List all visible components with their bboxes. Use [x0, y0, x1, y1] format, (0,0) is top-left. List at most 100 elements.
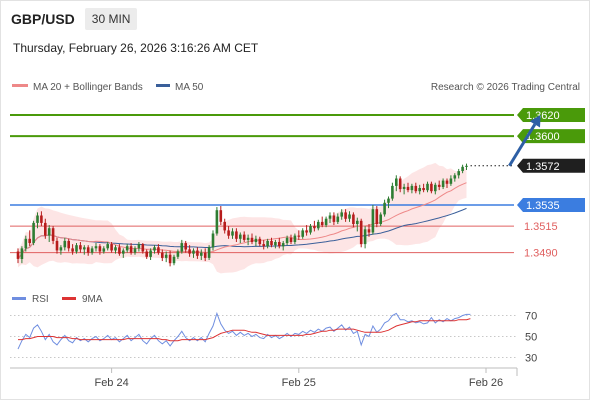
candle-body [161, 252, 164, 258]
candle-body [441, 180, 445, 187]
candle-body [371, 209, 375, 233]
candle-body [344, 212, 347, 219]
candle-body [418, 188, 421, 192]
candle-body [235, 231, 238, 239]
candle-body [426, 183, 429, 191]
time-axis: Feb 24 Feb 25 Feb 26 [94, 368, 503, 389]
candle-body [270, 240, 273, 246]
candle-body [67, 240, 70, 249]
candle-body [106, 244, 109, 249]
candle-body [375, 209, 379, 224]
candle-body [239, 234, 242, 239]
candle-body [192, 250, 195, 254]
candle-body [281, 243, 285, 247]
candle-body [398, 178, 402, 190]
candle-body [227, 230, 230, 236]
candle-body [437, 184, 441, 187]
candle-body [47, 228, 51, 236]
rsi-line [17, 311, 471, 350]
instrument-symbol: GBP/USD [11, 11, 75, 27]
rsi-tick-label-70: 70 [525, 311, 537, 323]
candle-body [223, 221, 226, 231]
candle-body [317, 221, 320, 229]
level-label-1.3535: 1.3535 [526, 200, 560, 212]
rsi-ma-swatch [62, 297, 76, 300]
candle-body [141, 244, 145, 252]
candle-body [391, 185, 394, 199]
forecast-arrow-shaft [508, 123, 537, 167]
candle-body [449, 178, 453, 184]
candle-body [348, 214, 351, 219]
candle-body [86, 247, 90, 253]
candle-body [313, 226, 316, 229]
candle-body [36, 215, 39, 223]
level-label-1.3572: 1.3572 [526, 161, 560, 173]
candle-body [465, 165, 468, 167]
candle-body [231, 231, 234, 236]
ma20-legend-label: MA 20 + Bollinger Bands [33, 82, 143, 93]
candle-body [200, 252, 203, 256]
bollinger-band-area [18, 162, 467, 274]
candle-body [301, 230, 304, 237]
candle-body [352, 214, 355, 224]
candle-body [328, 215, 332, 219]
candle-body [266, 240, 269, 247]
candle-body [207, 247, 211, 258]
candle-body [387, 198, 390, 203]
candle-body [293, 235, 297, 242]
candle-body [110, 244, 113, 251]
candle-body [305, 230, 308, 233]
candle-body [145, 251, 148, 257]
price-plot: 1.3620 1.3600 1.3572 1.3535 1.3515 1.3490 [10, 107, 585, 274]
candle-body [367, 229, 371, 233]
ma50-swatch [156, 84, 170, 87]
rsi-tick-label-50: 50 [525, 332, 537, 344]
candle-body [90, 248, 94, 253]
candle-body [406, 186, 410, 191]
candle-body [32, 222, 35, 243]
candle-body [51, 228, 55, 241]
candle-body [28, 238, 31, 243]
candle-body [320, 221, 324, 226]
candle-body [79, 245, 82, 250]
level-label-1.3490: 1.3490 [524, 248, 558, 260]
candle-body [94, 246, 98, 249]
candle-body [410, 185, 414, 191]
candle-body [172, 256, 176, 264]
level-tag-1.3620 [517, 107, 585, 122]
level-tag-1.3600 [517, 129, 585, 144]
chart-timestamp: Thursday, February 26, 2026 3:16:26 AM C… [13, 41, 259, 55]
candle-body [157, 247, 160, 253]
candle-body [168, 254, 172, 264]
candle-body [402, 186, 406, 189]
candle-body [359, 220, 363, 245]
candle-body [309, 226, 312, 233]
candle-body [422, 188, 425, 191]
ma20-swatch [12, 84, 28, 87]
candle-body [129, 246, 133, 253]
timeframe-chip[interactable]: 30 MIN [84, 8, 138, 30]
candle-body [153, 247, 156, 251]
rsi-ma-legend-label: 9MA [82, 294, 103, 305]
candle-body [336, 216, 340, 222]
candle-body [356, 220, 359, 224]
chart-header: GBP/USD 30 MIN [11, 7, 138, 31]
candle-body [324, 218, 328, 226]
ma50-legend-label: MA 50 [175, 82, 204, 93]
candle-body [125, 246, 129, 251]
rsi-swatch [12, 297, 26, 300]
candle-body [430, 183, 433, 192]
candle-body [250, 237, 254, 242]
candle-body [242, 234, 246, 240]
time-tick-label: Feb 26 [469, 377, 503, 389]
level-label-1.3515: 1.3515 [524, 221, 558, 233]
level-label-1.3600: 1.3600 [526, 131, 560, 143]
candle-body [203, 252, 207, 258]
level-tag-1.3535 [517, 197, 585, 212]
level-label-1.3620: 1.3620 [526, 110, 560, 122]
candle-body [122, 250, 125, 254]
candle-body [211, 233, 215, 248]
candle-body [98, 246, 102, 252]
candle-body [16, 251, 20, 259]
